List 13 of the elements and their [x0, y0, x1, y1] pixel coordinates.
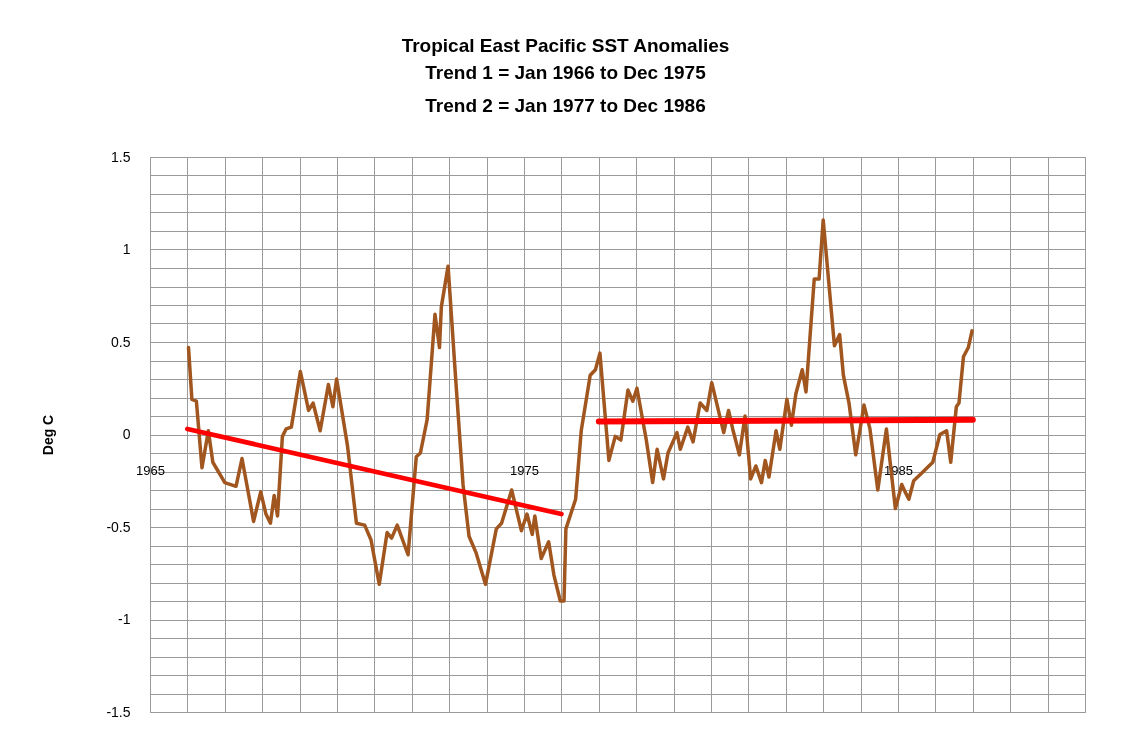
- x-tick-label: 1965: [136, 463, 165, 478]
- y-tick-label: -1.5: [106, 703, 131, 720]
- line-series: [186, 218, 974, 603]
- y-tick-label: 1.5: [111, 148, 131, 165]
- y-tick-label: 1: [122, 241, 131, 257]
- chart-subtitle: Trend 1 = Jan 1966 to Dec 1975 Trend 2 = Jan 1977 to Dec 1986: [425, 62, 707, 116]
- y-axis-title: Deg C: [40, 414, 57, 456]
- y-tick-label: 0.5: [111, 333, 131, 350]
- y-tick-label: 0: [122, 426, 131, 442]
- x-tick-label: 1975: [510, 463, 539, 478]
- y-tick-label: -0.5: [106, 518, 131, 535]
- y-tick-label: -1: [118, 611, 131, 627]
- chart-title: Tropical East Pacific SST Anomalies: [401, 35, 730, 56]
